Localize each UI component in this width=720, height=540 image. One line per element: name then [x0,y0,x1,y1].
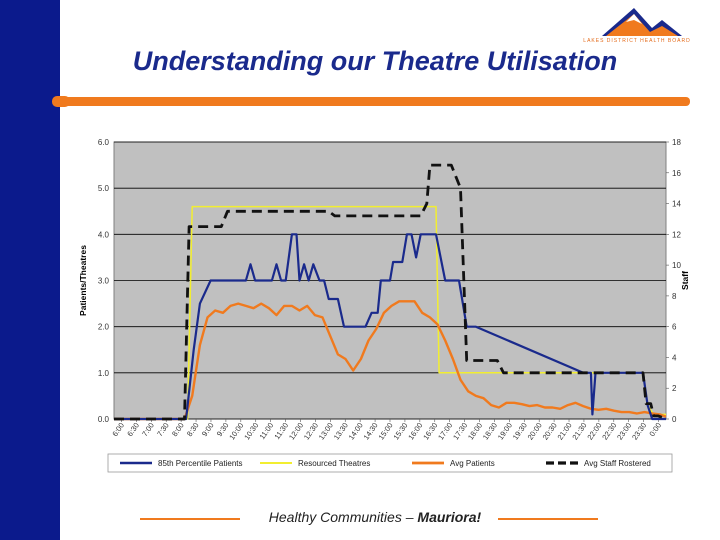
x-tick-label: 16:30 [421,421,439,442]
footer-line-left [140,518,240,520]
footer-text: Healthy Communities – Mauriora! [230,509,520,525]
x-tick-label: 15:00 [376,421,394,442]
x-tick-label: 12:30 [302,421,320,442]
y-tick-label: 4.0 [98,230,110,239]
grid-lines [114,141,666,420]
x-tick-label: 14:00 [347,421,365,442]
series-line-2 [114,300,667,421]
y-tick-label: 3.0 [98,277,110,286]
x-tick-label: 6:30 [125,421,141,438]
x-tick-label: 22:30 [600,421,618,442]
x-tick-label: 10:00 [227,421,245,442]
x-tick-label: 8:30 [185,421,201,438]
footer-text-emphasis: Mauriora! [417,509,482,525]
footer-line-right [498,518,598,520]
x-tick-label: 21:00 [556,421,574,442]
series-line-3 [114,163,667,421]
y-tick-label: 1.0 [98,369,110,378]
y-tick-label: 5.0 [98,184,110,193]
series-line-0 [114,233,666,421]
y2-axis-ticks: 0 2 4 6 8 10 12 14 16 18 [666,138,681,424]
x-tick-label: 15:30 [391,421,409,442]
legend: 85th Percentile Patients Resourced Theatr… [107,453,673,473]
legend-label: 85th Percentile Patients [158,459,243,468]
x-tick-label: 20:30 [541,421,559,442]
y-tick-label: 6.0 [98,138,110,147]
x-tick-label: 19:00 [496,421,514,442]
y2-axis-label: Staff [680,271,690,290]
y2-tick-label: 12 [672,230,681,239]
accent-bar [60,97,690,106]
y2-tick-label: 14 [672,200,681,209]
x-tick-label: 11:00 [257,421,275,441]
x-tick-label: 11:30 [272,421,290,441]
x-tick-label: 23:00 [615,421,633,442]
y2-tick-label: 0 [672,415,677,424]
x-tick-label: 18:30 [481,421,499,442]
x-tick-label: 7:00 [140,421,156,438]
utilisation-chart: 0.0 1.0 2.0 3.0 4.0 5.0 6.0 0 2 4 6 8 10 12 14 16 18 6:… [78,138,690,473]
x-tick-label: 16:00 [406,421,424,442]
y2-tick-label: 8 [672,292,677,301]
footer-text-main: Healthy Communities – [268,509,418,525]
left-band [0,0,60,540]
x-tick-label: 9:00 [200,421,216,438]
y2-tick-label: 18 [672,138,681,147]
x-tick-label: 18:00 [466,421,484,442]
footer: Healthy Communities – Mauriora! [140,508,600,528]
y-axis-ticks: 0.0 1.0 2.0 3.0 4.0 5.0 6.0 [98,138,110,424]
series-lines [114,163,667,421]
x-tick-label: 7:30 [155,421,171,438]
x-tick-label: 13:00 [317,421,335,442]
legend-box [107,453,673,473]
y2-tick-label: 2 [672,384,677,393]
x-tick-label: 10:30 [242,421,260,442]
x-tick-label: 13:30 [332,421,350,442]
y-tick-label: 0.0 [98,415,110,424]
y-tick-label: 2.0 [98,323,110,332]
y2-tick-label: 4 [672,353,677,362]
x-tick-label: 21:30 [570,421,588,442]
x-tick-label: 14:30 [362,421,380,442]
logo-text: LAKES DISTRICT HEALTH BOARD [583,38,691,44]
y2-tick-label: 6 [672,323,677,332]
x-tick-label: 19:30 [511,421,529,442]
x-tick-label: 0:00 [647,421,663,438]
y2-tick-label: 16 [672,169,681,178]
x-tick-label: 12:00 [287,421,305,442]
x-tick-label: 17:30 [451,421,469,442]
y-axis-label: Patients/Theatres [78,245,88,316]
y2-tick-label: 10 [672,261,681,270]
x-tick-label: 20:00 [526,421,544,442]
page-title: Understanding our Theatre Utilisation [132,46,618,76]
x-tick-label: 8:00 [170,421,186,438]
legend-label: Avg Patients [450,459,495,468]
x-tick-label: 22:00 [585,421,603,442]
x-axis-ticks: 6:00 6:30 7:00 7:30 8:00 8:30 9:00 9:3010:0010:… [110,419,663,442]
x-tick-label: 17:00 [436,421,454,442]
legend-label: Avg Staff Rostered [584,459,651,468]
x-tick-label: 23:30 [630,421,648,442]
x-tick-label: 6:00 [110,421,126,438]
legend-label: Resourced Theatres [298,459,370,468]
lakes-dhb-logo [602,8,682,36]
